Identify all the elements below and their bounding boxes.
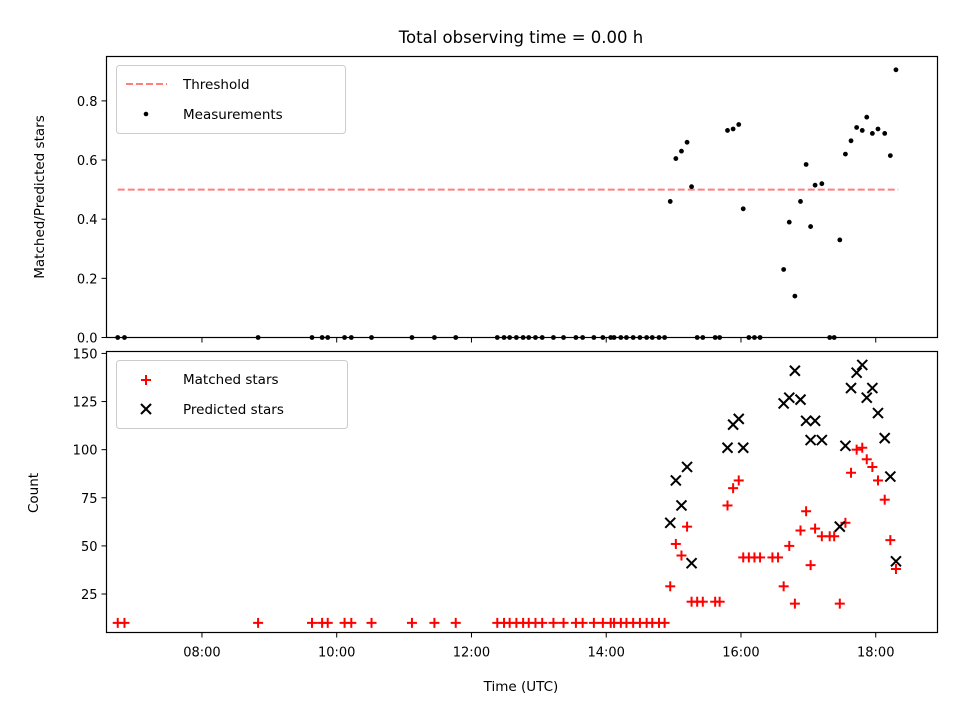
- measurement-point: [813, 183, 818, 188]
- measurement-point: [876, 127, 881, 132]
- bottom-xtick-label: 10:00: [318, 646, 355, 661]
- threshold-legend-label: Threshold: [182, 77, 250, 93]
- measurement-point: [888, 153, 893, 158]
- bottom-ytick-label: 50: [81, 540, 98, 555]
- top-ytick-label: 0.8: [77, 95, 98, 110]
- measurement-point: [736, 122, 741, 127]
- bottom-xtick-label: 14:00: [587, 646, 624, 661]
- predicted-legend-label: Predicted stars: [183, 402, 284, 418]
- bottom-legend: Matched stars Predicted stars: [117, 361, 348, 429]
- measurement-point: [870, 131, 875, 136]
- measurement-point: [798, 199, 803, 204]
- measurement-point: [781, 267, 786, 272]
- bottom-ytick-label: 150: [73, 347, 98, 362]
- matched-legend-label: Matched stars: [183, 372, 279, 388]
- top-ylabel: Matched/Predicted stars: [32, 115, 48, 278]
- measurement-point: [849, 138, 854, 143]
- top-ytick-label: 0.2: [77, 272, 98, 287]
- measurement-point: [882, 131, 887, 136]
- top-ytick-label: 0.4: [77, 213, 98, 228]
- bottom-xlabel: Time (UTC): [483, 679, 559, 695]
- top-legend-box: [117, 66, 346, 134]
- top-title: Total observing time = 0.00 h: [398, 28, 643, 47]
- measurement-point: [837, 237, 842, 242]
- measurement-point: [731, 127, 736, 132]
- measurement-point: [792, 294, 797, 299]
- bottom-legend-box: [117, 361, 348, 429]
- top-ytick-label: 0.0: [77, 332, 98, 347]
- measurement-point: [679, 149, 684, 154]
- bottom-xtick-label: 18:00: [857, 646, 894, 661]
- measurement-point: [819, 181, 824, 186]
- measurement-point: [787, 220, 792, 225]
- figure: Total observing time = 0.00 h Matched/Pr…: [0, 0, 960, 720]
- top-ytick-label: 0.6: [77, 154, 98, 169]
- measurement-point: [673, 156, 678, 161]
- bottom-ytick-label: 75: [81, 492, 98, 507]
- bottom-xtick-label: 08:00: [183, 646, 220, 661]
- measurement-point: [689, 184, 694, 189]
- bottom-xtick-label: 16:00: [722, 646, 759, 661]
- measurements-legend-swatch: [144, 112, 149, 117]
- bottom-ylabel: Count: [26, 473, 42, 513]
- measurement-point: [854, 125, 859, 130]
- bottom-xtick-label: 12:00: [453, 646, 490, 661]
- measurement-point: [860, 128, 865, 133]
- measurement-point: [808, 224, 813, 229]
- measurement-point: [668, 199, 673, 204]
- measurements-legend-label: Measurements: [183, 107, 283, 123]
- measurement-point: [843, 152, 848, 157]
- top-legend: Threshold Measurements: [117, 66, 346, 134]
- bottom-ytick-label: 125: [73, 396, 98, 411]
- measurement-point: [804, 162, 809, 167]
- measurement-point: [894, 67, 899, 72]
- measurement-point: [864, 115, 869, 120]
- measurement-point: [741, 206, 746, 211]
- bottom-ytick-label: 100: [73, 444, 98, 459]
- measurement-point: [685, 140, 690, 145]
- bottom-ytick-label: 25: [81, 588, 98, 603]
- measurement-point: [725, 128, 730, 133]
